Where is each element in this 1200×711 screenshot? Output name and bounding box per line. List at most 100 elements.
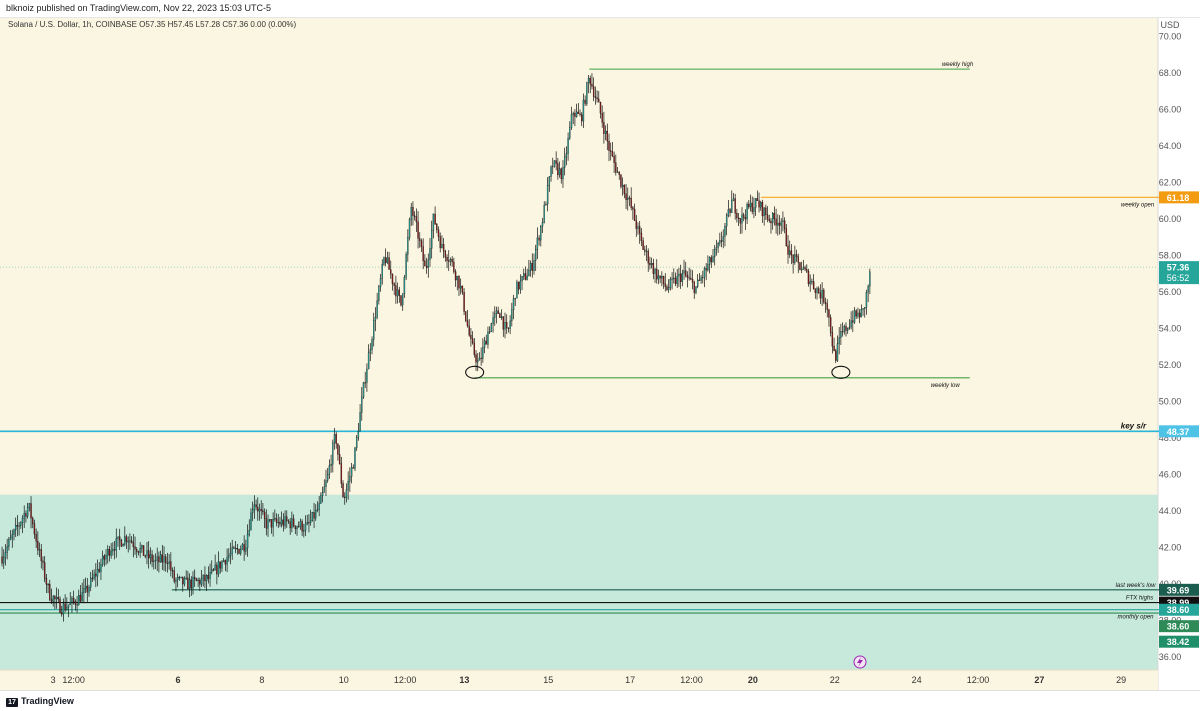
candle-body xyxy=(33,523,36,535)
candle-body xyxy=(219,561,221,569)
candle-body xyxy=(736,213,738,219)
candle-body xyxy=(246,534,249,549)
candle-body xyxy=(534,249,537,261)
candle-body xyxy=(529,262,532,271)
candle-body xyxy=(538,237,540,241)
candle-body xyxy=(396,289,399,297)
candle-body xyxy=(158,556,160,563)
x-tick-label: 22 xyxy=(830,675,840,685)
y-tick-label: 36.00 xyxy=(1159,652,1182,662)
candle-body xyxy=(390,269,392,275)
y-tick-label: 48.00 xyxy=(1159,433,1182,443)
candle-body xyxy=(659,275,661,279)
candle-body xyxy=(6,546,8,553)
candle-body xyxy=(860,309,863,318)
candle-body xyxy=(838,337,840,344)
candle-body xyxy=(132,542,135,547)
candle-body xyxy=(858,312,861,318)
x-tick-label: 12:00 xyxy=(967,675,990,685)
candle-body xyxy=(141,545,143,549)
candle-body xyxy=(470,335,472,339)
level-label: monthly open xyxy=(1117,615,1154,621)
candle-body xyxy=(419,238,421,241)
candle-body xyxy=(311,512,314,521)
candle-body xyxy=(804,267,806,270)
candle-body xyxy=(61,612,63,615)
x-tick-label: 12:00 xyxy=(62,675,85,685)
candle-body xyxy=(32,518,34,524)
tradingview-logo[interactable]: 17 TradingView xyxy=(6,696,74,707)
candle-body xyxy=(746,204,748,220)
candle-body xyxy=(552,166,554,168)
candle-body xyxy=(647,250,649,264)
level-label: weekly low xyxy=(931,383,961,389)
candle-body xyxy=(371,339,373,350)
candle-body xyxy=(570,114,573,128)
candle-body xyxy=(234,547,237,550)
y-tick-label: 70.00 xyxy=(1159,31,1182,41)
candle-body xyxy=(673,277,675,280)
candle-body xyxy=(35,534,37,542)
candle-body xyxy=(809,281,811,285)
candle-body xyxy=(130,540,133,543)
candle-body xyxy=(864,307,866,309)
candle-body xyxy=(88,587,90,593)
candle-body xyxy=(115,538,117,551)
candle-body xyxy=(192,576,194,589)
price-tag xyxy=(1159,425,1199,438)
candle-body xyxy=(517,281,520,290)
candle-body xyxy=(28,503,31,508)
candle-body xyxy=(601,113,603,123)
candle-body xyxy=(272,519,274,528)
candle-body xyxy=(14,524,17,531)
candle-body xyxy=(625,193,627,201)
candle-body xyxy=(328,465,331,475)
candle-body xyxy=(101,555,104,565)
candle-body xyxy=(195,578,198,581)
candle-body xyxy=(384,257,387,263)
candle-body xyxy=(62,603,65,615)
candle-body xyxy=(313,512,315,519)
x-tick-label: 27 xyxy=(1034,675,1044,685)
candle-body xyxy=(720,240,723,242)
candle-body xyxy=(831,332,834,347)
candle-body xyxy=(865,292,868,308)
tradingview-brand: TradingView xyxy=(21,696,74,706)
candle-body xyxy=(407,237,409,255)
candle-body xyxy=(594,96,597,98)
candle-body xyxy=(485,340,487,345)
candle-body xyxy=(608,140,610,151)
candle-body xyxy=(18,525,20,527)
candle-body xyxy=(52,596,54,602)
candle-body xyxy=(536,237,539,250)
candle-body xyxy=(543,204,545,223)
candle-body xyxy=(226,557,228,565)
candle-body xyxy=(494,313,496,318)
candle-body xyxy=(662,276,665,284)
candle-body xyxy=(465,311,467,321)
candle-body xyxy=(357,431,360,438)
candle-body xyxy=(67,604,70,608)
candle-body xyxy=(214,564,216,571)
candle-body xyxy=(354,447,356,469)
candle-body xyxy=(103,555,106,560)
candle-body xyxy=(775,218,777,226)
candle-body xyxy=(245,547,247,552)
candle-body xyxy=(800,269,803,271)
candle-body xyxy=(852,320,854,323)
candle-body xyxy=(722,236,724,242)
candle-body xyxy=(154,559,157,562)
candle-body xyxy=(129,540,131,542)
candle-body xyxy=(325,480,327,487)
candle-body xyxy=(112,549,114,552)
candle-body xyxy=(308,522,310,524)
level-label: FTX highs xyxy=(1126,596,1153,602)
candle-body xyxy=(667,287,670,290)
candle-body xyxy=(74,601,77,605)
candle-body xyxy=(686,275,689,278)
candle-body xyxy=(400,295,402,306)
candle-body xyxy=(824,301,827,304)
candle-body xyxy=(565,153,568,158)
candle-body xyxy=(424,260,426,267)
